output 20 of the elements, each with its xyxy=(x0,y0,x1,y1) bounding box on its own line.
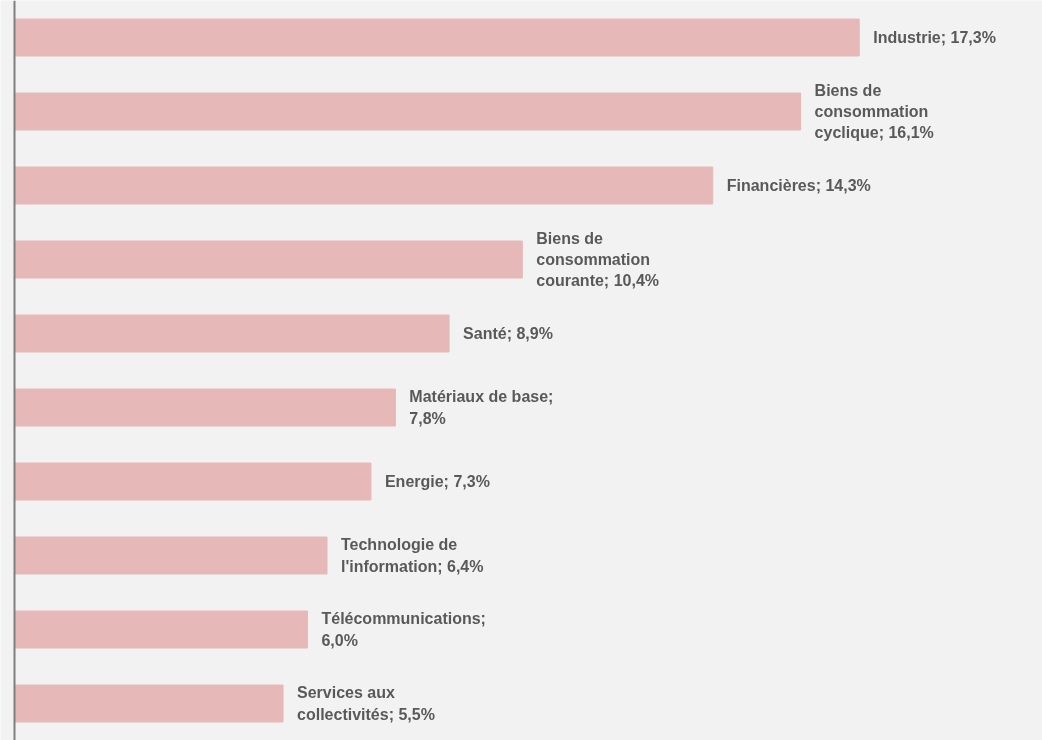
data-label: Services aux collectivités; 5,5% xyxy=(297,684,435,723)
data-label: Industrie; 17,3% xyxy=(873,29,996,46)
bar xyxy=(14,684,284,723)
data-label: Financières; 14,3% xyxy=(726,177,871,194)
bar xyxy=(14,314,450,353)
data-label: Biens de consommation courante; 10,4% xyxy=(536,229,660,290)
bar xyxy=(14,388,396,427)
bar xyxy=(14,462,372,501)
data-label: Télécommunications; 6,0% xyxy=(321,610,486,649)
data-label: Santé; 8,9% xyxy=(463,325,553,342)
data-label: Matériaux de base; 7,8% xyxy=(409,388,554,427)
bar xyxy=(14,536,328,575)
bar xyxy=(14,240,523,279)
bar xyxy=(14,18,860,57)
bar xyxy=(14,92,802,131)
data-label: Technologie de l'information; 6,4% xyxy=(340,536,484,575)
data-label: Biens de consommation cyclique; 16,1% xyxy=(814,81,934,142)
bar xyxy=(14,610,308,649)
data-label: Energie; 7,3% xyxy=(384,473,490,490)
bar xyxy=(14,166,714,205)
